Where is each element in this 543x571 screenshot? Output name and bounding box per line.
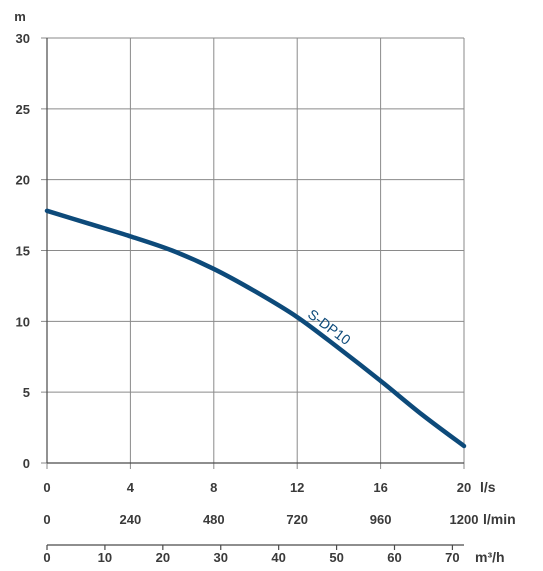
y-tick-label: 30 bbox=[16, 31, 30, 46]
y-tick-label: 10 bbox=[16, 314, 30, 329]
y-tick-label: 15 bbox=[16, 244, 30, 259]
series-layer bbox=[44, 208, 467, 449]
y-tick-label: 20 bbox=[16, 173, 30, 188]
x-tick-label: 50 bbox=[329, 550, 343, 565]
x-tick-label: 60 bbox=[387, 550, 401, 565]
x-tick-label: 30 bbox=[214, 550, 228, 565]
x-tick-label: 10 bbox=[98, 550, 112, 565]
x-axis-unit-label: l/min bbox=[483, 511, 516, 527]
x-tick-label: 20 bbox=[457, 480, 471, 495]
x-tick-label: 16 bbox=[373, 480, 387, 495]
x-tick-label: 240 bbox=[120, 512, 142, 527]
grid bbox=[41, 37, 465, 469]
x-tick-label: 12 bbox=[290, 480, 304, 495]
x-tick-label: 720 bbox=[286, 512, 308, 527]
axes bbox=[46, 38, 464, 550]
x-axis-unit-label: l/s bbox=[480, 479, 496, 495]
y-tick-label: 25 bbox=[16, 102, 30, 117]
x-tick-label: 40 bbox=[271, 550, 285, 565]
x-tick-label: 480 bbox=[203, 512, 225, 527]
x-tick-label: 960 bbox=[370, 512, 392, 527]
y-tick-label: 5 bbox=[23, 385, 30, 400]
series-line-s-dp10 bbox=[44, 208, 467, 449]
x-tick-label: 0 bbox=[43, 480, 50, 495]
x-tick-label: 8 bbox=[210, 480, 217, 495]
labels: 0 5 10 15 20 25 30 m 0 4 8 12 16 20 l/s 0 240 480 720 960 12… bbox=[14, 9, 515, 565]
x-tick-label: 70 bbox=[445, 550, 459, 565]
x-tick-label: 1200 bbox=[450, 512, 479, 527]
y-tick-label: 0 bbox=[23, 456, 30, 471]
y-axis-label: m bbox=[14, 9, 26, 24]
x-tick-label: 20 bbox=[156, 550, 170, 565]
x-axis-unit-label: m³/h bbox=[475, 549, 505, 565]
x-tick-label: 0 bbox=[43, 550, 50, 565]
x-tick-label: 4 bbox=[127, 480, 135, 495]
x-tick-label: 0 bbox=[43, 512, 50, 527]
